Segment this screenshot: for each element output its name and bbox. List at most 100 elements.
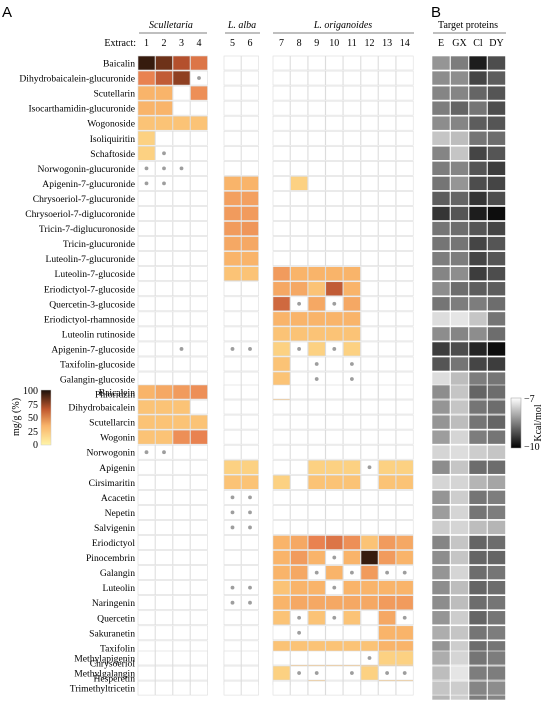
protein-heatmap-cell — [431, 595, 451, 611]
protein-heatmap-cell — [468, 85, 488, 101]
protein-heatmap-cell — [450, 266, 469, 282]
heatmap-cell — [223, 206, 242, 221]
heatmap-cell — [325, 625, 344, 641]
heatmap-cell — [272, 115, 291, 131]
heatmap-cell — [290, 550, 308, 565]
heatmap-cell — [155, 206, 173, 221]
heatmap-cell — [223, 236, 242, 251]
protein-heatmap-cell — [450, 535, 469, 550]
heatmap-cell — [241, 384, 259, 400]
protein-heatmap-cell — [468, 191, 488, 206]
heatmap-cell — [395, 399, 414, 415]
heatmap-cell — [378, 535, 396, 550]
protein-heatmap-cell — [450, 176, 469, 191]
heatmap-cell — [343, 176, 361, 191]
heatmap-cell — [290, 399, 308, 415]
heatmap-cell — [343, 414, 361, 430]
heatmap-cell — [172, 266, 191, 282]
heatmap-cell — [290, 680, 308, 696]
heatmap-cell — [343, 130, 361, 146]
heatmap-cell — [137, 490, 156, 505]
heatmap-cell — [241, 550, 259, 565]
heatmap-cell — [307, 100, 326, 116]
heatmap-cell — [325, 146, 344, 161]
heatmap-cell — [307, 399, 326, 415]
row-label: Luteolin-7-glucoside — [55, 269, 135, 280]
protein-heatmap-cell — [487, 371, 506, 387]
na-marker — [297, 630, 301, 635]
heatmap-cell — [155, 474, 173, 490]
row-label: Apigenin-7-glucoside — [51, 344, 135, 355]
heatmap-cell — [172, 55, 191, 71]
protein-heatmap-cell — [468, 115, 488, 131]
heatmap-cell — [395, 266, 414, 282]
protein-heatmap-cell — [431, 384, 451, 400]
heatmap-cell — [241, 296, 259, 312]
heatmap-cell — [272, 680, 291, 696]
heatmap-cell — [272, 281, 291, 297]
heatmap-cell — [190, 429, 208, 445]
protein-heatmap-cell — [450, 70, 469, 86]
heatmap-cell — [272, 535, 291, 550]
protein-heatmap-cell — [431, 680, 451, 696]
na-marker — [314, 671, 319, 675]
legend-mgg: 100 75 50 25 0 mg/g (%) — [11, 386, 52, 451]
protein-heatmap-cell — [487, 399, 506, 415]
heatmap-cell — [343, 459, 361, 475]
heatmap-cell — [395, 520, 414, 535]
heatmap-cell — [325, 459, 344, 475]
protein-heatmap-cell — [450, 161, 469, 176]
row-label: Baicalein — [99, 388, 135, 399]
heatmap-cell — [395, 444, 414, 460]
na-marker — [162, 151, 166, 156]
protein-heatmap-cell — [450, 505, 469, 520]
heatmap-cell — [325, 311, 344, 327]
heatmap-cell — [190, 341, 208, 357]
na-marker — [385, 570, 389, 575]
heatmap-cell — [395, 296, 414, 312]
na-marker — [332, 585, 337, 590]
na-marker — [197, 76, 201, 80]
row-label: Methylgalangin — [74, 669, 135, 680]
heatmap-cell — [172, 221, 191, 236]
heatmap-cell — [360, 266, 379, 282]
row-label: Chrysoeriol — [90, 658, 136, 669]
heatmap-cell — [272, 236, 291, 251]
heatmap-cell — [155, 550, 173, 565]
heatmap-cell — [155, 70, 173, 86]
protein-heatmap-cell — [450, 326, 469, 342]
species-label-sculletaria: Sculletaria — [149, 20, 193, 31]
protein-heatmap-cell — [487, 236, 506, 251]
heatmap-cell — [137, 130, 156, 146]
heatmap-cell — [307, 490, 326, 505]
protein-heatmap-cell — [431, 115, 451, 131]
protein-heatmap-cell — [487, 356, 506, 372]
heatmap-cell — [137, 414, 156, 430]
protein-heatmap-cell — [450, 281, 469, 297]
heatmap-cell — [378, 221, 396, 236]
row-label: Wogonin — [100, 433, 135, 444]
row-label: Phloridzin — [95, 390, 135, 401]
heatmap-cell — [137, 680, 156, 696]
heatmap-cell — [343, 580, 361, 595]
heatmap-cell — [290, 356, 308, 372]
heatmap-cell — [190, 650, 208, 666]
heatmap-cell — [307, 85, 326, 101]
heatmap-cell — [137, 236, 156, 251]
protein-heatmap-cell — [431, 505, 451, 520]
heatmap-cell — [378, 505, 396, 520]
protein-heatmap-cell — [450, 191, 469, 206]
heatmap-cell — [290, 206, 308, 221]
heatmap-cell — [343, 70, 361, 86]
heatmap-cell — [155, 665, 173, 681]
protein-heatmap-cell — [487, 665, 506, 681]
heatmap-cell — [190, 221, 208, 236]
heatmap-cell — [272, 266, 291, 282]
heatmap-cell — [307, 341, 326, 357]
heatmap-cell — [395, 356, 414, 372]
heatmap-cell — [272, 384, 291, 400]
heatmap-cell — [378, 176, 396, 191]
heatmap-cell — [137, 326, 156, 342]
heatmap-cell — [378, 100, 396, 116]
heatmap-cell — [172, 414, 191, 430]
